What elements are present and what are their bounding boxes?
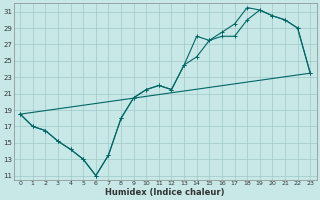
X-axis label: Humidex (Indice chaleur): Humidex (Indice chaleur) [106, 188, 225, 197]
